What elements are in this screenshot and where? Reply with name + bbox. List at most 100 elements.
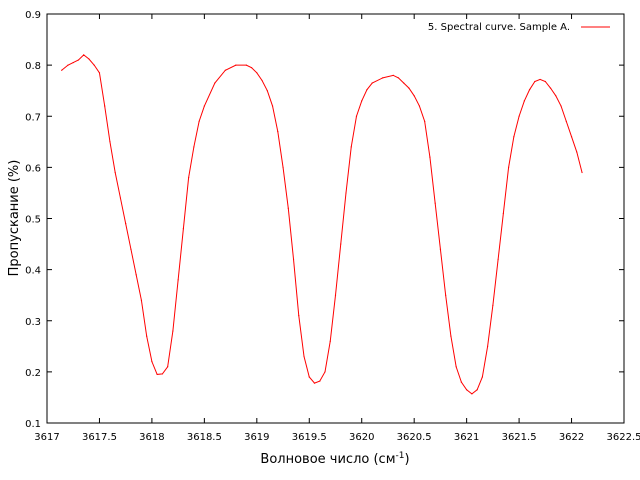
x-axis-title-main: Волновое число (см: [260, 452, 395, 467]
data-point: [250, 67, 253, 69]
data-point: [544, 80, 546, 83]
data-point: [460, 381, 462, 383]
data-point: [487, 345, 489, 347]
plot-frame: [46, 13, 625, 424]
data-point: [397, 77, 400, 79]
data-point: [109, 141, 111, 143]
data-point: [114, 171, 116, 174]
x-axis-title: Волновое число (см-1): [260, 451, 409, 467]
data-point: [382, 77, 384, 79]
data-point: [497, 258, 499, 260]
x-tick-label: 3617.5: [82, 432, 117, 443]
data-point: [413, 95, 415, 97]
data-point: [72, 61, 74, 64]
data-point: [140, 299, 143, 301]
data-point: [508, 166, 510, 168]
data-point: [161, 373, 163, 375]
data-point: [539, 78, 541, 81]
data-point: [324, 371, 326, 373]
series-points: [61, 54, 583, 395]
series-line: [61, 54, 583, 395]
data-point: [151, 361, 153, 363]
data-point: [466, 389, 468, 391]
data-point: [355, 115, 358, 117]
x-tick-label: 3620: [349, 432, 374, 443]
data-point: [83, 54, 85, 56]
x-tick-label: 3619: [244, 432, 269, 443]
data-point: [476, 389, 478, 391]
data-point: [528, 89, 531, 91]
data-point: [434, 202, 436, 204]
data-point: [570, 136, 573, 138]
data-point: [224, 69, 226, 71]
data-point: [177, 279, 179, 281]
data-point: [350, 146, 352, 148]
x-tick-label: 3621: [454, 432, 479, 443]
data-point: [188, 177, 190, 179]
data-point: [518, 115, 520, 117]
x-tick-label: 3617: [34, 432, 59, 443]
data-point: [329, 340, 331, 342]
data-point: [502, 212, 504, 214]
data-point: [313, 382, 316, 384]
data-point: [549, 87, 552, 89]
data-point: [130, 248, 132, 250]
data-point: [271, 105, 274, 107]
data-point: [418, 105, 421, 107]
data-point: [282, 166, 284, 168]
y-tick-label: 0.3: [25, 317, 41, 328]
data-point: [429, 156, 431, 158]
y-tick-label: 0.5: [25, 215, 41, 226]
data-point: [93, 64, 95, 66]
y-tick-label: 0.6: [25, 163, 41, 174]
data-point: [319, 380, 321, 382]
data-point: [534, 80, 536, 83]
x-tick-label: 3620.5: [397, 432, 432, 443]
y-tick-label: 0.8: [25, 61, 41, 72]
data-point: [77, 59, 80, 61]
y-tick-label: 0.1: [25, 419, 41, 430]
data-point: [581, 171, 583, 174]
x-tick-label: 3621.5: [502, 432, 537, 443]
data-point: [67, 64, 69, 66]
data-point: [156, 373, 158, 376]
x-tick-label: 3622: [559, 432, 584, 443]
data-point: [334, 294, 337, 296]
data-point: [408, 87, 410, 89]
data-point: [172, 330, 174, 332]
x-tick-label: 3619.5: [292, 432, 327, 443]
y-tick-label: 0.4: [25, 266, 41, 277]
data-point: [455, 366, 457, 368]
data-point: [392, 74, 394, 76]
data-point: [235, 64, 237, 66]
data-point: [261, 79, 263, 82]
data-point: [361, 100, 363, 102]
data-point: [125, 223, 127, 225]
data-point: [245, 64, 247, 66]
data-point: [523, 100, 525, 102]
data-point: [445, 294, 447, 296]
data-point: [266, 90, 268, 92]
x-tick-label: 3618: [139, 432, 164, 443]
data-point: [198, 120, 200, 122]
x-axis: 3617 3617.5 3618 3618.5 3619 3619.5 3620 3620.5…: [34, 14, 640, 443]
data-point: [513, 136, 515, 138]
data-point: [182, 228, 184, 230]
legend: 5. Spectral curve. Sample A.: [428, 22, 610, 33]
data-point: [424, 120, 426, 122]
x-tick-label: 3622.5: [607, 432, 640, 443]
data-point: [481, 376, 483, 378]
data-point: [88, 58, 90, 60]
data-point: [492, 304, 494, 307]
data-point: [366, 89, 368, 91]
data-point: [104, 105, 106, 107]
data-point: [298, 315, 300, 317]
y-tick-label: 0.9: [25, 10, 41, 21]
data-point: [555, 95, 557, 97]
data-point: [292, 258, 295, 260]
data-point: [214, 82, 216, 84]
y-axis: 0.1 0.2 0.3 0.4 0.5 0.6 0.7 0.8 0.9: [25, 10, 624, 430]
data-point: [193, 146, 195, 148]
data-point: [256, 72, 258, 74]
